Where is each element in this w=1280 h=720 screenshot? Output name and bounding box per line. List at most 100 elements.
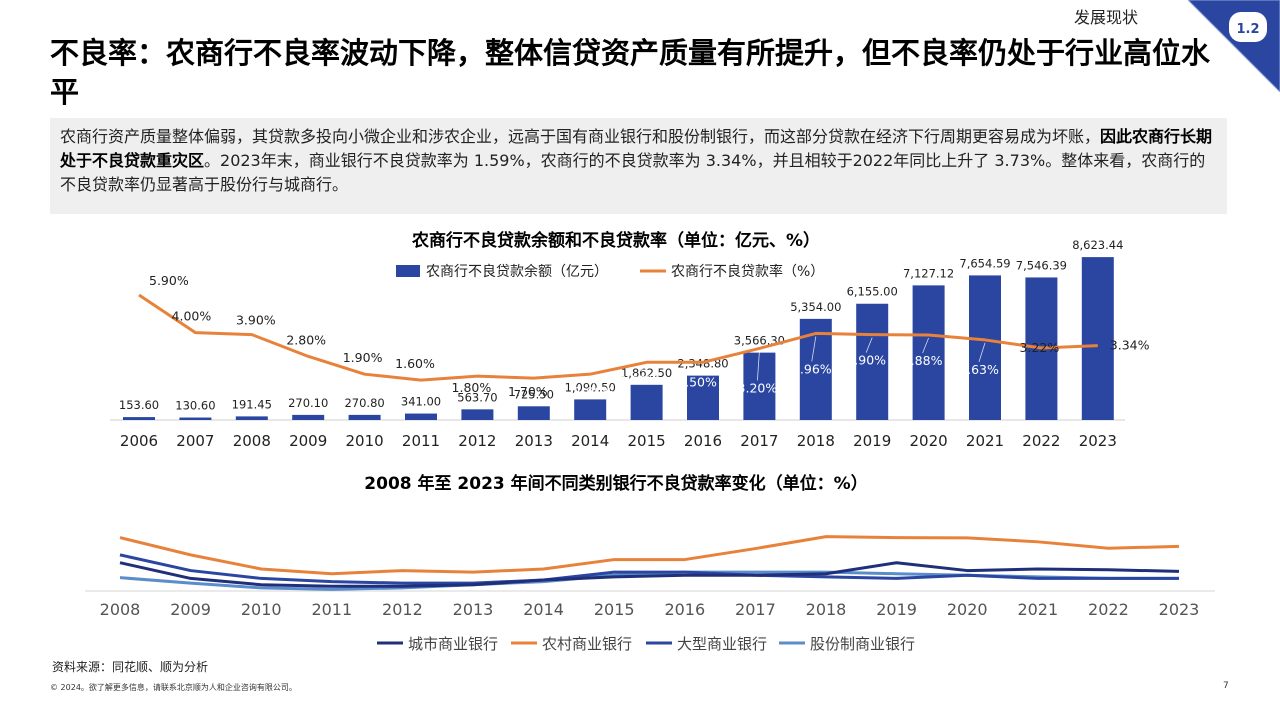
series-line-0 [119, 561, 1180, 588]
x-tick-2018: 2018 [797, 432, 835, 450]
bar-2019 [856, 303, 889, 420]
bar-2017 [743, 352, 776, 420]
x-tick-2010: 2010 [346, 432, 384, 450]
legend-label-balance: 农商行不良贷款余额（亿元） [426, 263, 608, 280]
x-tick-2009: 2009 [289, 432, 327, 450]
rate-leader-2016 [696, 365, 704, 375]
rate-label-2017: 3.20% [738, 380, 778, 395]
section-number: 1.2 [1236, 22, 1259, 37]
legend-label-1: 农村商业银行 [542, 635, 632, 653]
rate-label-2023: 3.34% [1110, 338, 1150, 353]
x-tick-2006: 2006 [120, 432, 158, 450]
legend-label-rate: 农商行不良贷款率（%） [671, 263, 824, 280]
rate-label-2018: 3.96% [792, 361, 832, 376]
bar-2008 [235, 416, 268, 420]
bar-value-label-2017: 3,566.30 [734, 334, 785, 348]
legend-swatch-balance [396, 265, 420, 277]
bar-value-label-2009: 270.10 [288, 396, 328, 410]
rate-leader-2021 [978, 342, 986, 363]
rate-leader-2015 [638, 364, 647, 373]
x-tick-2011: 2011 [402, 432, 440, 450]
rate-leader-2018 [811, 336, 817, 362]
bar-2023 [1081, 257, 1114, 420]
legend-label-3: 股份制商业银行 [810, 635, 915, 653]
x-tick-2010: 2010 [241, 600, 282, 619]
bar-value-label-2011: 341.00 [401, 395, 441, 409]
bar-value-label-2014: 1,090.50 [565, 380, 616, 394]
section-corner-badge: 1.2 [1188, 0, 1280, 92]
page-title: 不良率：农商行不良率波动下降，整体信贷资产质量有所提升，但不良率仍处于行业高位水… [50, 36, 1211, 109]
series-line-1 [119, 535, 1180, 576]
rate-leader-2013 [527, 380, 534, 385]
x-tick-2023: 2023 [1159, 600, 1200, 619]
rate-leader-2012 [471, 378, 478, 381]
bar-value-label-2007: 130.60 [175, 399, 215, 413]
summary-box: 农商行资产质量整体偏弱，其贷款多投向小微企业和涉农企业，远高于国有商业银行和股份… [50, 118, 1227, 214]
page-number: 7 [1223, 681, 1229, 691]
bar-value-label-2012: 563.70 [457, 390, 497, 404]
x-tick-2021: 2021 [966, 432, 1004, 450]
x-tick-2008: 2008 [233, 432, 271, 450]
rate-label-2007: 4.00% [172, 309, 212, 324]
legend-label-0: 城市商业银行 [408, 635, 498, 653]
corner-outline [1188, 0, 1280, 92]
x-tick-2023: 2023 [1079, 432, 1117, 450]
x-tick-2022: 2022 [1088, 600, 1129, 619]
x-tick-2013: 2013 [515, 432, 553, 450]
bank-npl-comparison-chart: 2008 2009 2010 2011 2012 2013 2014 2015 2016 2017… [85, 535, 1215, 653]
x-tick-2019: 2019 [876, 600, 917, 619]
x-tick-2014: 2014 [571, 432, 609, 450]
bar-value-label-2020: 7,127.12 [903, 266, 954, 280]
x-tick-2018: 2018 [806, 600, 847, 619]
x-tick-2009: 2009 [170, 600, 211, 619]
rate-label-2009: 2.80% [286, 332, 326, 347]
rate-label-2021: 3.63% [959, 362, 999, 377]
rate-label-2014: 1.90% [574, 384, 614, 399]
bar-2020 [912, 285, 945, 420]
rate-leader-2020 [922, 337, 929, 354]
rate-label-2013: 1.70% [508, 384, 548, 399]
bar-value-label-2013: 725.50 [514, 387, 554, 401]
bar-2006 [123, 417, 155, 420]
copyright: © 2024。欲了解更多信息，请联系北京顺为人和企业咨询有限公司。 [50, 683, 297, 692]
bar-value-label-2021: 7,654.59 [959, 256, 1010, 270]
x-tick-2022: 2022 [1022, 432, 1060, 450]
rate-label-2011: 1.60% [395, 356, 435, 371]
bar-value-label-2018: 5,354.00 [790, 300, 841, 314]
bar-2013 [517, 406, 550, 420]
bar-2012 [461, 409, 494, 420]
x-tick-2020: 2020 [910, 432, 948, 450]
x-tick-2019: 2019 [853, 432, 891, 450]
source-note: 资料来源：同花顺、顺为分析 [52, 660, 209, 674]
chart2-legend: 城市商业银行 农村商业银行 大型商业银行 股份制商业银行 [377, 635, 915, 653]
rate-line [138, 293, 1098, 382]
series-line-2 [119, 553, 1179, 585]
bar-value-label-2010: 270.80 [344, 396, 384, 410]
x-tick-2017: 2017 [735, 600, 776, 619]
rate-label-2008: 3.90% [236, 313, 276, 328]
rate-label-2012: 1.80% [452, 380, 492, 395]
bar-value-label-2006: 153.60 [119, 398, 159, 412]
x-tick-2017: 2017 [740, 432, 778, 450]
summary-text-2: 。2023年末，商业银行不良贷款率为 1.59%，农商行的不良贷款率为 3.34… [60, 151, 1206, 194]
x-tick-2011: 2011 [311, 600, 352, 619]
x-tick-2021: 2021 [1017, 600, 1058, 619]
bar-2014 [574, 399, 607, 420]
bar-value-label-2015: 1,862.50 [621, 366, 672, 380]
bar-2010 [348, 414, 381, 420]
rate-label-2020: 3.88% [903, 353, 943, 368]
section-label: 发展现状 [1074, 8, 1139, 27]
bar-value-label-2019: 6,155.00 [847, 285, 898, 299]
rate-label-2015: 2.50% [619, 372, 659, 387]
chart2-title: 2008 年至 2023 年间不同类别银行不良贷款率变化（单位：%） [364, 474, 868, 494]
x-tick-2014: 2014 [523, 600, 564, 619]
bar-2007 [179, 417, 212, 420]
x-tick-2012: 2012 [382, 600, 423, 619]
x-tick-2020: 2020 [947, 600, 988, 619]
bar-2016 [687, 375, 719, 420]
rate-label-2010: 1.90% [343, 350, 383, 365]
rate-label-2019: 3.90% [846, 353, 886, 368]
bar-2021 [969, 275, 1001, 420]
bar-value-label-2023: 8,623.44 [1072, 238, 1123, 252]
section-number-pill [1229, 12, 1267, 42]
